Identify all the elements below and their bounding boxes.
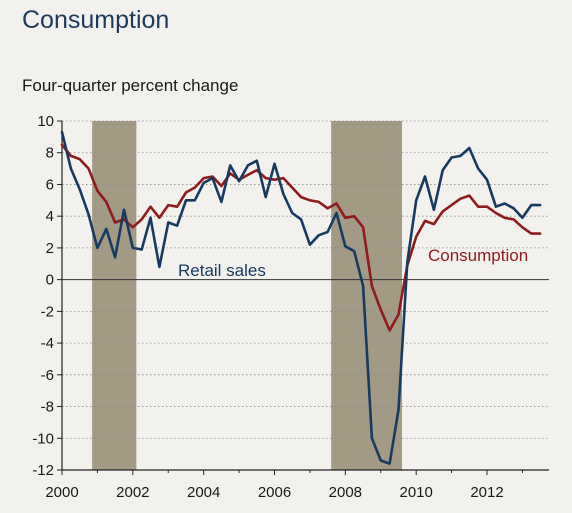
- recession-bar-0: [92, 121, 137, 470]
- x-tick-label: 2006: [258, 484, 291, 501]
- y-tick-label: 8: [46, 145, 54, 162]
- consumption-label: Consumption: [428, 246, 528, 265]
- axes: 10 8 6 4 2 0 -2 -4 -6 -8 -10 -12 2000 2002 2004 2006 200…: [32, 113, 549, 501]
- y-tick-label: 4: [46, 208, 54, 225]
- y-tick-label: -12: [32, 462, 54, 479]
- y-tick-label: 10: [37, 113, 54, 130]
- recession-shading: [92, 121, 403, 470]
- x-tick-label: 2004: [187, 484, 220, 501]
- retail-sales-label: Retail sales: [178, 261, 266, 280]
- chart-title: Consumption: [22, 6, 170, 34]
- y-tick-label: -4: [41, 335, 54, 352]
- y-tick-label: -2: [41, 303, 54, 320]
- y-tick-label: -10: [32, 430, 54, 447]
- y-tick-label: 2: [46, 240, 54, 257]
- y-tick-label: -8: [41, 399, 54, 416]
- series-lines: [60, 130, 542, 466]
- recession-bar-1: [331, 121, 403, 470]
- y-tick-label: 6: [46, 176, 54, 193]
- x-tick-label: 2012: [470, 484, 503, 501]
- x-tick-label: 2008: [329, 484, 362, 501]
- chart-subtitle: Four-quarter percent change: [22, 76, 239, 95]
- y-tick-label: -6: [41, 367, 54, 384]
- x-tick-label: 2000: [45, 484, 78, 501]
- x-tick-label: 2002: [116, 484, 149, 501]
- x-tick-label: 2010: [399, 484, 432, 501]
- series-line-consumption: [60, 143, 542, 332]
- series-line-retail-sales: [60, 130, 542, 466]
- y-tick-label: 0: [46, 272, 54, 289]
